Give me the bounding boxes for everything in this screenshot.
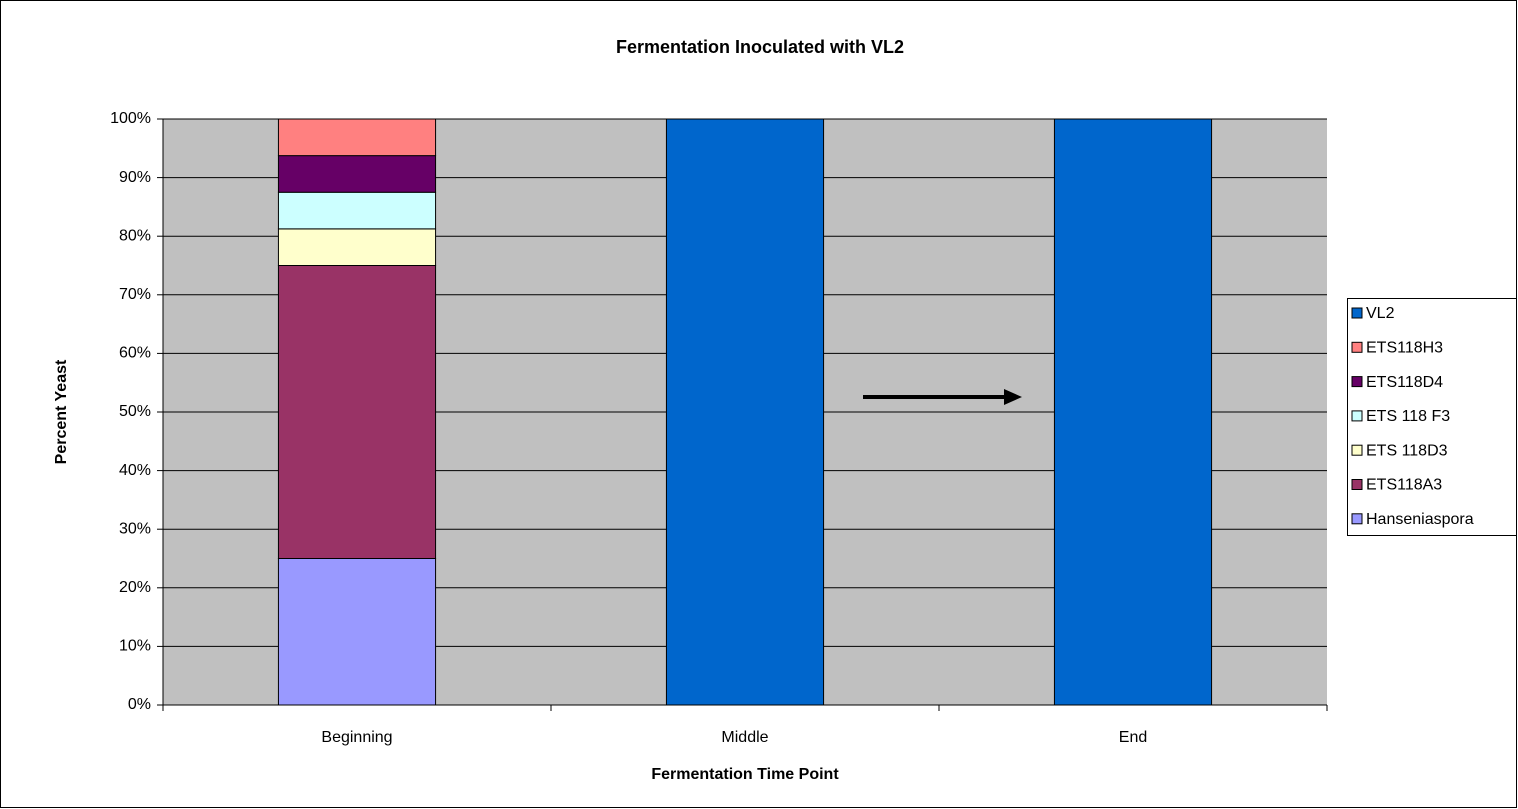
y-tick-label: 70% bbox=[119, 286, 151, 303]
legend-label: VL2 bbox=[1366, 305, 1395, 322]
axes: 0% 10% 20% 30% 40% 50% 60% 70% 80% 90% 100% Beginni… bbox=[110, 110, 1328, 746]
legend-swatch bbox=[1351, 410, 1363, 422]
legend-swatch bbox=[1351, 513, 1363, 525]
legend-label: ETS 118 F3 bbox=[1366, 408, 1450, 425]
legend-label: ETS118H3 bbox=[1366, 340, 1443, 357]
bar-segment bbox=[1053, 118, 1213, 706]
bar-segment bbox=[277, 265, 437, 559]
chart-title: Fermentation Inoculated with VL2 bbox=[616, 37, 904, 57]
y-tick-label: 30% bbox=[119, 520, 151, 537]
y-tick-label: 80% bbox=[119, 227, 151, 244]
y-tick-label: 0% bbox=[128, 696, 151, 713]
x-axis-title: Fermentation Time Point bbox=[651, 766, 839, 783]
legend-label: Hanseniaspora bbox=[1366, 511, 1474, 528]
y-tick-label: 20% bbox=[119, 579, 151, 596]
legend-swatch bbox=[1351, 341, 1363, 353]
legend-label: ETS118A3 bbox=[1366, 477, 1442, 494]
x-tick-label: Middle bbox=[721, 729, 768, 746]
y-tick-label: 10% bbox=[119, 638, 151, 655]
legend-label: ETS 118D3 bbox=[1366, 442, 1448, 459]
legend-box bbox=[1347, 298, 1517, 536]
bar-segment bbox=[277, 228, 437, 266]
legend-label: ETS118D4 bbox=[1366, 374, 1443, 391]
y-tick-label: 60% bbox=[119, 345, 151, 362]
bar-segment bbox=[277, 155, 437, 193]
x-tick-label: End bbox=[1119, 729, 1147, 746]
bar-segment bbox=[277, 558, 437, 706]
y-tick-label: 100% bbox=[110, 110, 151, 127]
bar-segment bbox=[665, 118, 825, 706]
arrow-head bbox=[1004, 389, 1022, 405]
legend-swatch bbox=[1351, 479, 1363, 490]
legend-swatch bbox=[1351, 444, 1363, 456]
arrow bbox=[863, 389, 1022, 405]
legend-swatch bbox=[1351, 307, 1363, 319]
y-tick-label: 40% bbox=[119, 462, 151, 479]
bar-segment bbox=[277, 191, 437, 230]
y-tick-label: 50% bbox=[119, 403, 151, 420]
bar-segment bbox=[277, 118, 437, 157]
y-axis-title: Percent Yeast bbox=[53, 359, 70, 464]
legend-swatch bbox=[1351, 376, 1363, 388]
legend: Hanseniaspora ETS118A3 ETS 118D3 ETS 118 F3… bbox=[1347, 298, 1517, 536]
bars bbox=[277, 118, 1213, 706]
y-tick-label: 90% bbox=[119, 169, 151, 186]
x-tick-label: Beginning bbox=[321, 729, 392, 746]
